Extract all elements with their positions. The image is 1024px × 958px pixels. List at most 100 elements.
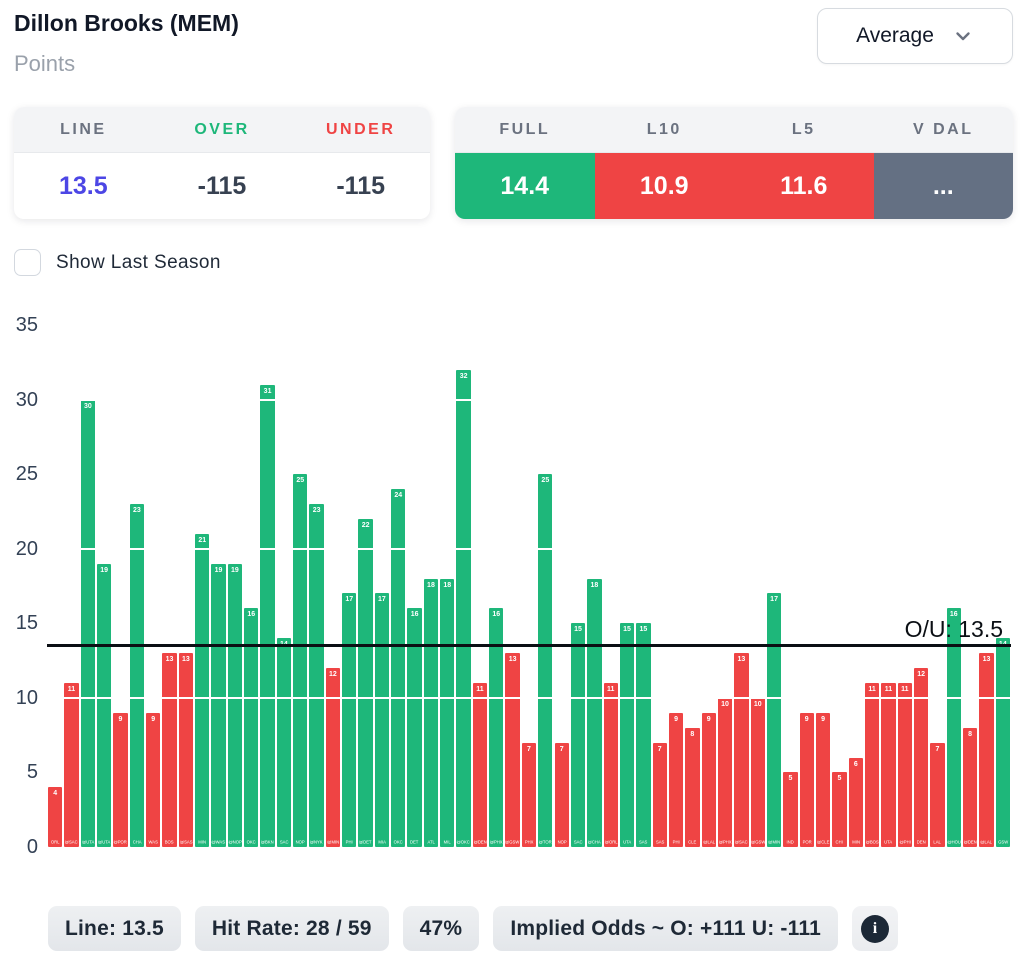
bar-value-label: 32 bbox=[459, 372, 468, 380]
gridline-20 bbox=[47, 547, 1011, 550]
bar-value-label: 18 bbox=[590, 581, 599, 589]
bar-value-label: 9 bbox=[151, 715, 156, 723]
bar-opponent-label: SAS bbox=[639, 840, 648, 845]
game-bar-17-at-nyk: 23 @NYK bbox=[309, 503, 324, 847]
bar-value-label: 23 bbox=[132, 506, 141, 514]
game-bar-13-okc: 16 OKC bbox=[244, 608, 259, 847]
bar-value-label: 11 bbox=[476, 685, 484, 693]
bar-opponent-label: @DEN bbox=[963, 840, 977, 845]
split-header-v-dal: V DAL bbox=[913, 120, 974, 138]
bar-opponent-label: MIN bbox=[851, 840, 860, 845]
implied-odds-chip: Implied Odds ~ O: +111 U: -111 bbox=[493, 906, 838, 951]
bar-opponent-label: @DEN bbox=[473, 840, 487, 845]
bar-value-label: 13 bbox=[165, 656, 174, 664]
game-bar-36-uta: 15 UTA bbox=[619, 623, 635, 847]
bar-opponent-label: PHI bbox=[672, 840, 680, 845]
bar-opponent-label: @NYK bbox=[310, 840, 324, 845]
stat-mode-select[interactable]: Average bbox=[817, 8, 1013, 64]
line-odds-card: LINE OVER UNDER 13.5 -115 -115 bbox=[14, 107, 430, 219]
game-bar-34-at-cha: 18 @CHA bbox=[587, 578, 602, 847]
bar-value-label: 13 bbox=[982, 656, 991, 664]
gridline-10 bbox=[47, 696, 1011, 699]
game-bar-54-den: 12 DEN bbox=[913, 668, 929, 847]
game-bar-19-phi: 17 PHI bbox=[342, 593, 357, 847]
game-bar-51-at-bos: 11 @BOS bbox=[864, 682, 880, 847]
bar-opponent-label: @PHX bbox=[718, 840, 732, 845]
bar-value-label: 9 bbox=[674, 715, 678, 723]
bar-opponent-label: LAL bbox=[933, 840, 942, 845]
bar-value-label: 25 bbox=[296, 477, 305, 485]
bar-value-label: 18 bbox=[427, 581, 435, 589]
bar-opponent-label: CHI bbox=[835, 840, 844, 845]
splits-header-row: FULL L10 L5 V DAL bbox=[455, 107, 1013, 153]
game-bar-37-sas: 15 SAS bbox=[636, 623, 651, 847]
bar-opponent-label: SAC bbox=[279, 840, 289, 845]
bar-value-label: 16 bbox=[492, 611, 501, 619]
bar-opponent-label: @CHA bbox=[587, 840, 601, 845]
bar-value-label: 5 bbox=[837, 775, 842, 783]
bar-opponent-label: @LAL bbox=[980, 840, 993, 845]
game-bar-45-at-min: 17 @MIN bbox=[766, 593, 782, 847]
bar-value-label: 7 bbox=[527, 745, 531, 753]
bar-opponent-label: @NOP bbox=[228, 840, 242, 845]
splits-card: FULL L10 L5 V DAL 14.4 10.9 11.6... bbox=[455, 107, 1013, 219]
bar-value-label: 7 bbox=[657, 745, 662, 753]
bar-opponent-label: @GSW bbox=[750, 840, 765, 845]
bar-opponent-label: MIN bbox=[198, 840, 207, 845]
bar-value-label: 13 bbox=[508, 656, 517, 664]
over-odds-value[interactable]: -115 bbox=[197, 171, 247, 200]
bar-value-label: 25 bbox=[541, 477, 550, 485]
bar-opponent-label: @SAS bbox=[179, 840, 193, 845]
bar-opponent-label: SAC bbox=[573, 840, 583, 845]
bar-opponent-label: @BOS bbox=[865, 840, 879, 845]
game-bar-41-at-lal: 9 @LAL bbox=[701, 712, 716, 847]
y-axis-tick-0: 0 bbox=[26, 836, 38, 858]
game-bar-23-det: 16 DET bbox=[407, 608, 422, 847]
bar-value-label: 9 bbox=[821, 715, 826, 723]
game-bar-28-at-phx: 16 @PHX bbox=[489, 608, 504, 847]
bar-opponent-label: @MIN bbox=[326, 840, 339, 845]
over-header: OVER bbox=[194, 120, 250, 138]
bar-opponent-label: PHX bbox=[524, 840, 534, 845]
plot-area: 4 ORL 11 @SAC 30 @UTA 19 @UTA 9 @POR 23 CHA 9 WAS 13 BO… bbox=[47, 325, 1011, 847]
bar-opponent-label: @ORL bbox=[604, 840, 618, 845]
game-bar-20-at-det: 22 @DET bbox=[358, 518, 373, 847]
game-bar-12-at-nop: 19 @NOP bbox=[227, 563, 243, 847]
bar-opponent-label: ORL bbox=[50, 840, 60, 845]
split-value-v-dal[interactable]: ... bbox=[873, 153, 1013, 219]
bar-opponent-label: MIA bbox=[378, 840, 386, 845]
hit-pct-chip: 47% bbox=[402, 906, 480, 951]
game-bar-57-at-den: 8 @DEN bbox=[962, 727, 978, 847]
game-bar-3-at-uta: 30 @UTA bbox=[80, 399, 95, 847]
bar-value-label: 4 bbox=[53, 790, 58, 798]
show-last-season-checkbox[interactable] bbox=[14, 249, 41, 276]
split-header-l5: L5 bbox=[791, 120, 816, 138]
game-bar-24-atl: 18 ATL bbox=[423, 578, 439, 847]
game-bar-38-sas: 7 SAS bbox=[652, 742, 667, 847]
y-axis-tick-15: 15 bbox=[15, 612, 38, 635]
game-bar-59-gsw: 14GSW bbox=[995, 638, 1010, 847]
game-bar-6-cha: 23 CHA bbox=[129, 503, 145, 847]
info-button[interactable]: i bbox=[851, 906, 898, 951]
bar-value-label: 15 bbox=[639, 626, 648, 634]
bar-opponent-label: OKC bbox=[246, 840, 256, 845]
bar-value-label: 30 bbox=[83, 402, 92, 410]
game-bar-32-nop: 7 NOP bbox=[554, 742, 569, 847]
game-bar-2-at-sac: 11 @SAC bbox=[64, 682, 79, 847]
bar-value-label: 21 bbox=[198, 536, 207, 544]
under-odds-value[interactable]: -115 bbox=[336, 171, 386, 200]
bar-opponent-label: @UTA bbox=[81, 840, 95, 845]
stat-mode-selected-value: Average bbox=[856, 24, 934, 47]
bar-value-label: 17 bbox=[345, 596, 354, 604]
game-bar-15-sac: 14SAC bbox=[276, 638, 292, 847]
game-bar-1-orl: 4 ORL bbox=[48, 787, 63, 847]
bar-value-label: 16 bbox=[247, 611, 256, 619]
game-bar-56-at-hou: 16 @HOU bbox=[946, 608, 961, 847]
line-header: LINE bbox=[60, 120, 107, 138]
game-bar-43-at-sac: 13 @SAC bbox=[734, 653, 749, 847]
bar-opponent-label: @MIN bbox=[768, 840, 781, 845]
bar-value-label: 16 bbox=[949, 611, 958, 619]
bar-value-label: 5 bbox=[788, 775, 793, 783]
y-axis-tick-35: 35 bbox=[15, 314, 38, 336]
stat-category-label: Points bbox=[14, 51, 76, 76]
